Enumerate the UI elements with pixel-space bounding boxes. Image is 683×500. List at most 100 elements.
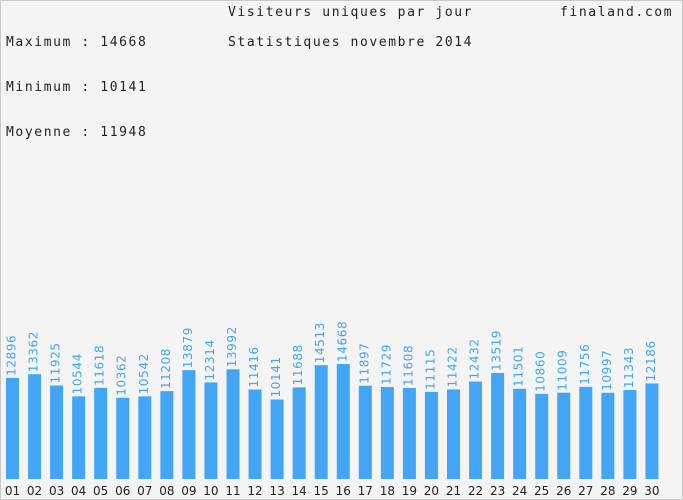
bar-28 bbox=[601, 392, 615, 479]
x-tick-label: 19 bbox=[402, 484, 417, 498]
x-tick-label: 11 bbox=[225, 484, 240, 498]
bar-30 bbox=[645, 383, 659, 479]
x-tick-label: 05 bbox=[93, 484, 108, 498]
bar-23 bbox=[491, 373, 505, 479]
x-tick-label: 23 bbox=[490, 484, 505, 498]
average-label: Moyenne bbox=[6, 125, 72, 140]
bar-01 bbox=[6, 377, 19, 479]
x-tick-label: 17 bbox=[358, 484, 373, 498]
bar-value-label: 12186 bbox=[644, 340, 658, 381]
bar-value-label: 13992 bbox=[225, 326, 239, 367]
minimum-value: 10141 bbox=[100, 80, 148, 95]
bar-value-label: 14668 bbox=[335, 321, 349, 362]
bar-value-label: 10544 bbox=[71, 353, 85, 394]
x-tick-label: 01 bbox=[5, 484, 20, 498]
bar-value-label: 10362 bbox=[115, 355, 129, 396]
bar-25 bbox=[535, 393, 549, 479]
bar-value-label: 11343 bbox=[622, 347, 636, 388]
bar-12 bbox=[248, 389, 262, 479]
bar-value-label: 14513 bbox=[313, 322, 327, 363]
maximum-value: 14668 bbox=[100, 35, 148, 50]
minimum-stat: Minimum : 10141 bbox=[6, 80, 148, 95]
bar-09 bbox=[182, 370, 196, 479]
bar-value-label: 11756 bbox=[578, 344, 592, 385]
bar-07 bbox=[138, 396, 152, 479]
bar-value-label: 10542 bbox=[137, 353, 151, 394]
bar-value-label: 10997 bbox=[600, 350, 614, 391]
minimum-label: Minimum bbox=[6, 80, 72, 95]
x-tick-label: 25 bbox=[534, 484, 549, 498]
bar-04 bbox=[72, 396, 86, 479]
x-tick-label: 04 bbox=[71, 484, 86, 498]
x-tick-label: 07 bbox=[137, 484, 152, 498]
x-tick-label: 26 bbox=[556, 484, 571, 498]
bar-value-label: 12314 bbox=[203, 339, 217, 380]
x-tick-label: 13 bbox=[269, 484, 284, 498]
bar-value-label: 11501 bbox=[512, 346, 526, 387]
x-tick-label: 21 bbox=[446, 484, 461, 498]
bar-value-label: 11009 bbox=[556, 350, 570, 391]
bar-20 bbox=[424, 391, 438, 479]
bar-13 bbox=[270, 399, 284, 479]
x-tick-label: 15 bbox=[314, 484, 329, 498]
x-tick-label: 24 bbox=[512, 484, 527, 498]
average-stat: Moyenne : 11948 bbox=[6, 125, 148, 140]
bar-24 bbox=[513, 388, 527, 479]
bar-10 bbox=[204, 382, 218, 479]
bar-value-label: 11115 bbox=[423, 349, 437, 390]
maximum-label: Maximum bbox=[6, 35, 72, 50]
bar-value-label: 11416 bbox=[247, 346, 261, 387]
x-tick-label: 29 bbox=[622, 484, 637, 498]
bar-03 bbox=[50, 385, 64, 479]
x-tick-label: 16 bbox=[336, 484, 351, 498]
bar-value-label: 12896 bbox=[5, 335, 19, 376]
bar-value-label: 11208 bbox=[159, 348, 173, 389]
chart-title: Visiteurs uniques par jour bbox=[228, 5, 474, 20]
x-tick-label: 18 bbox=[380, 484, 395, 498]
bar-value-label: 12432 bbox=[468, 338, 482, 379]
bar-26 bbox=[557, 392, 571, 479]
x-tick-label: 09 bbox=[181, 484, 196, 498]
bar-14 bbox=[292, 387, 306, 479]
bar-value-label: 10141 bbox=[269, 356, 283, 397]
bar-06 bbox=[116, 397, 130, 479]
stats-block: Maximum : 14668 Minimum : 10141 Moyenne … bbox=[6, 5, 147, 170]
bar-value-label: 11422 bbox=[446, 346, 460, 387]
x-tick-label: 12 bbox=[247, 484, 262, 498]
bar-21 bbox=[447, 389, 460, 479]
bar-value-label: 11618 bbox=[93, 345, 107, 386]
bar-15 bbox=[314, 365, 328, 479]
bar-value-label: 11897 bbox=[357, 343, 371, 384]
bar-value-label: 11688 bbox=[291, 344, 305, 385]
bar-value-label: 13879 bbox=[181, 327, 195, 368]
x-tick-label: 28 bbox=[600, 484, 615, 498]
x-tick-label: 22 bbox=[468, 484, 483, 498]
bar-05 bbox=[94, 387, 108, 479]
bar-value-label: 10860 bbox=[534, 351, 548, 392]
x-tick-label: 27 bbox=[578, 484, 593, 498]
x-tick-label: 02 bbox=[27, 484, 42, 498]
bar-19 bbox=[402, 387, 416, 479]
bar-value-label: 13362 bbox=[27, 331, 41, 372]
x-tick-label: 30 bbox=[644, 484, 659, 498]
x-tick-label: 08 bbox=[159, 484, 174, 498]
bar-11 bbox=[226, 369, 240, 479]
bar-value-label: 11608 bbox=[401, 345, 415, 386]
bar-17 bbox=[358, 385, 372, 479]
bar-value-label: 13519 bbox=[490, 330, 504, 371]
bar-value-label: 11925 bbox=[49, 342, 63, 383]
x-tick-label: 03 bbox=[49, 484, 64, 498]
bar-02 bbox=[28, 374, 42, 479]
x-tick-label: 14 bbox=[292, 484, 307, 498]
x-tick-label: 06 bbox=[115, 484, 130, 498]
bar-22 bbox=[469, 381, 483, 479]
bar-27 bbox=[579, 386, 593, 479]
x-tick-label: 20 bbox=[424, 484, 439, 498]
bar-value-label: 11729 bbox=[379, 344, 393, 385]
bar-29 bbox=[623, 390, 637, 479]
site-name: finaland.com bbox=[560, 5, 674, 20]
bar-16 bbox=[336, 364, 350, 479]
average-value: 11948 bbox=[100, 125, 148, 140]
maximum-stat: Maximum : 14668 bbox=[6, 35, 148, 50]
